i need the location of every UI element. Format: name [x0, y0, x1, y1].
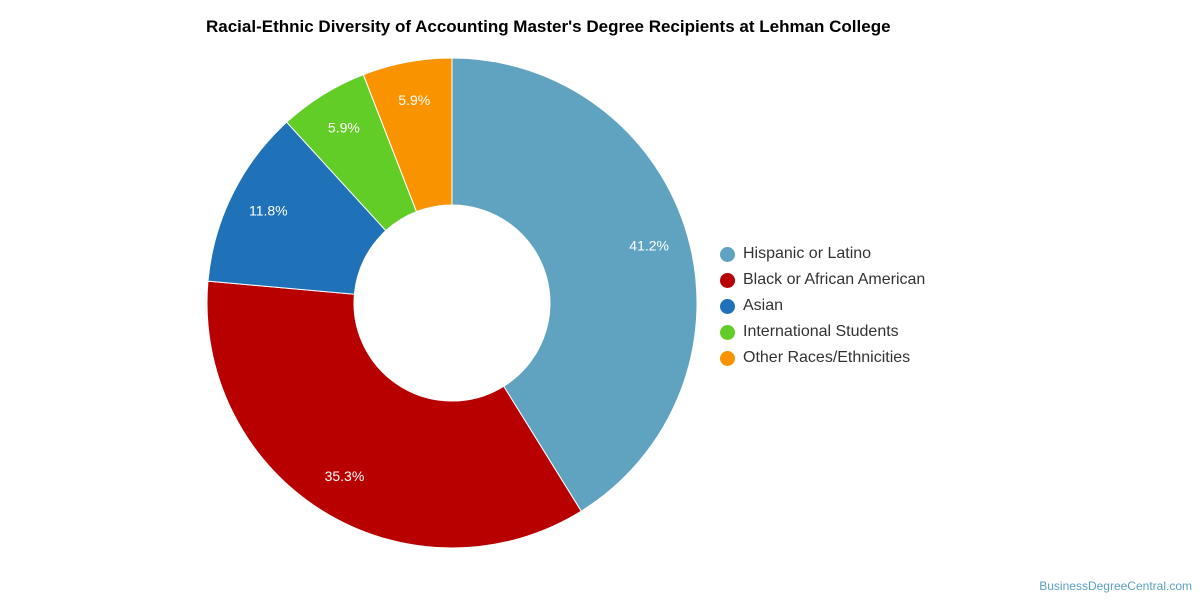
data-label-hispanic-or-latino: 41.2%	[629, 237, 669, 253]
slice-hispanic-or-latino[interactable]	[451, 57, 698, 512]
legend-swatch	[720, 246, 735, 262]
legend-item-international-students[interactable]: International Students	[720, 319, 925, 345]
data-label-asian: 11.8%	[249, 203, 288, 219]
data-label-international-students: 5.9%	[328, 120, 360, 136]
labels-group: 41.2% 35.3% 11.8% 5.9% 5.9%	[249, 92, 669, 484]
credit-text[interactable]: BusinessDegreeCentral.com	[1039, 579, 1192, 593]
legend-item-hispanic-or-latino[interactable]: Hispanic or Latino	[720, 241, 925, 267]
legend-swatch	[720, 324, 735, 340]
legend: Hispanic or Latino Black or African Ameri…	[720, 241, 925, 371]
legend-item-asian[interactable]: Asian	[720, 293, 925, 319]
legend-swatch	[720, 298, 735, 314]
slice-other-races-ethnicities[interactable]	[362, 57, 453, 213]
slice-asian[interactable]	[207, 121, 387, 295]
legend-swatch	[720, 350, 735, 366]
data-label-other-races-ethnicities: 5.9%	[398, 92, 430, 108]
data-label-black-or-african-american: 35.3%	[325, 468, 365, 484]
legend-item-black-or-african-american[interactable]: Black or African American	[720, 267, 925, 293]
slices-group	[206, 57, 698, 549]
legend-label: International Students	[743, 323, 899, 340]
legend-label: Other Races/Ethnicities	[743, 349, 911, 366]
legend-swatch	[720, 272, 735, 288]
chart-title: Racial-Ethnic Diversity of Accounting Ma…	[206, 17, 891, 36]
legend-label: Asian	[743, 297, 784, 314]
legend-item-other-races-ethnicities[interactable]: Other Races/Ethnicities	[720, 345, 925, 371]
legend-label: Hispanic or Latino	[743, 245, 872, 262]
legend-label: Black or African American	[743, 271, 926, 288]
slice-black-or-african-american[interactable]	[206, 280, 582, 549]
